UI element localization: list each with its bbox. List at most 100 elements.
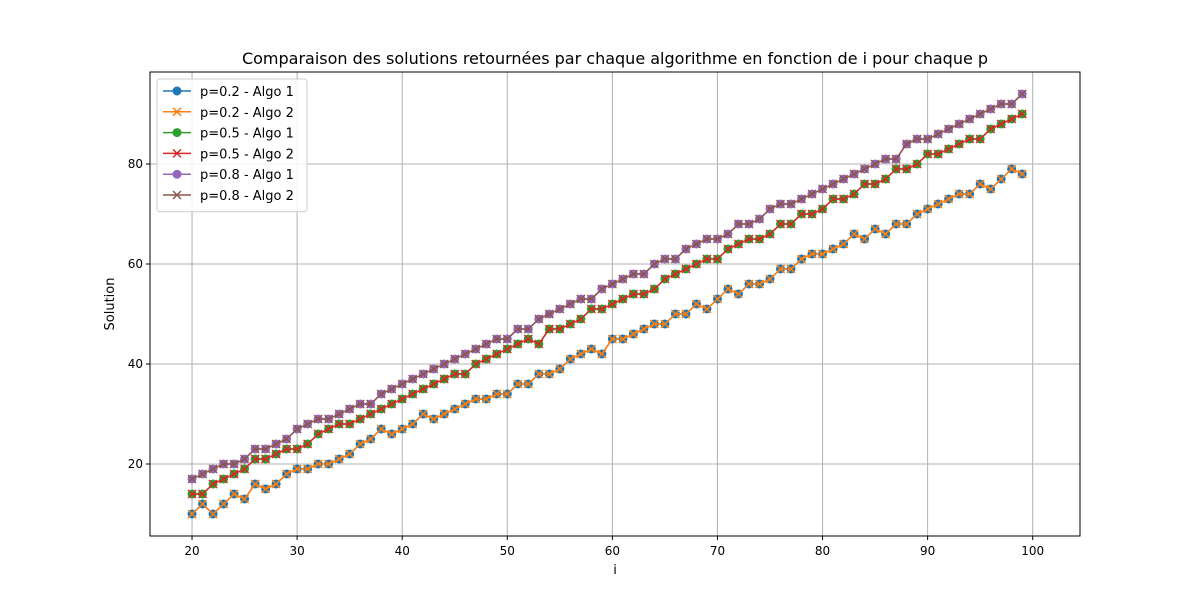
data-point: [471, 359, 481, 369]
data-point: [271, 439, 281, 449]
data-point: [555, 324, 565, 334]
data-point: [450, 404, 460, 414]
data-point: [303, 419, 313, 429]
data-point: [828, 244, 838, 254]
data-point: [912, 209, 922, 219]
data-point: [628, 289, 638, 299]
data-point: [565, 354, 575, 364]
data-point: [408, 419, 418, 429]
data-point: [818, 249, 828, 259]
y-tick-label: 20: [128, 457, 143, 471]
data-point: [471, 394, 481, 404]
data-point: [450, 354, 460, 364]
data-point: [996, 174, 1006, 184]
data-point: [565, 299, 575, 309]
data-point: [954, 139, 964, 149]
data-point: [324, 414, 334, 424]
data-point: [881, 229, 891, 239]
data-point: [282, 469, 292, 479]
data-point: [965, 189, 975, 199]
data-point: [786, 219, 796, 229]
data-point: [250, 454, 260, 464]
legend-marker: [172, 128, 182, 138]
legend-marker: [172, 107, 182, 117]
data-point: [607, 334, 617, 344]
data-point: [523, 324, 533, 334]
data-point: [408, 389, 418, 399]
y-axis: 20 40 60 80: [128, 157, 150, 471]
data-point: [607, 279, 617, 289]
legend-marker: [172, 86, 182, 96]
data-point: [860, 164, 870, 174]
x-tick-label: 80: [815, 544, 830, 558]
data-point: [660, 319, 670, 329]
data-point: [944, 144, 954, 154]
data-point: [1017, 89, 1027, 99]
series-layer: [187, 89, 1027, 519]
series-4: [187, 109, 1027, 499]
data-point: [534, 369, 544, 379]
series-2: [187, 164, 1027, 519]
data-point: [670, 254, 680, 264]
data-point: [208, 479, 218, 489]
legend-label: p=0.2 - Algo 2: [200, 106, 294, 121]
data-point: [334, 409, 344, 419]
data-point: [397, 379, 407, 389]
data-point: [250, 479, 260, 489]
data-point: [481, 394, 491, 404]
data-point: [754, 234, 765, 244]
data-point: [975, 134, 985, 144]
data-point: [271, 479, 281, 489]
x-axis: 20 30 40 50 60 70 80 90 100: [184, 536, 1044, 558]
data-point: [881, 174, 891, 184]
data-point: [902, 139, 912, 149]
data-point: [744, 279, 754, 289]
data-point: [376, 389, 386, 399]
data-point: [765, 229, 775, 239]
data-point: [923, 134, 933, 144]
data-point: [744, 234, 754, 244]
data-point: [460, 349, 470, 359]
data-point: [891, 219, 901, 229]
data-point: [870, 224, 880, 234]
data-point: [187, 489, 197, 499]
data-point: [807, 249, 817, 259]
data-point: [944, 124, 954, 134]
series-6: [187, 89, 1027, 484]
data-point: [376, 424, 386, 434]
data-point: [775, 264, 786, 274]
legend-label: p=0.5 - Algo 2: [200, 147, 294, 162]
data-point: [923, 149, 933, 159]
data-point: [261, 444, 271, 454]
legend-label: p=0.2 - Algo 1: [200, 85, 294, 100]
data-point: [439, 359, 449, 369]
data-point: [240, 464, 250, 474]
data-point: [796, 254, 807, 264]
data-point: [597, 304, 607, 314]
data-point: [198, 469, 208, 479]
data-point: [702, 304, 712, 314]
data-point: [240, 494, 250, 504]
data-point: [733, 219, 744, 229]
data-point: [187, 474, 197, 484]
data-point: [670, 309, 680, 319]
data-point: [576, 294, 586, 304]
y-axis-label: Solution: [103, 278, 118, 331]
legend: p=0.2 - Algo 1 p=0.2 - Algo 2 p=0.5 - Algo…: [156, 78, 308, 213]
data-point: [954, 119, 964, 129]
data-point: [881, 154, 891, 164]
data-point: [439, 409, 449, 419]
data-point: [954, 189, 964, 199]
data-point: [208, 509, 218, 519]
data-point: [681, 244, 691, 254]
data-point: [996, 99, 1006, 109]
plot-frame: [149, 71, 1081, 537]
data-point: [681, 264, 691, 274]
data-point: [1017, 109, 1027, 119]
x-tick-label: 50: [500, 544, 515, 558]
data-point: [313, 459, 323, 469]
data-point: [345, 449, 355, 459]
data-point: [229, 489, 239, 499]
data-point: [240, 454, 250, 464]
data-point: [712, 294, 722, 304]
